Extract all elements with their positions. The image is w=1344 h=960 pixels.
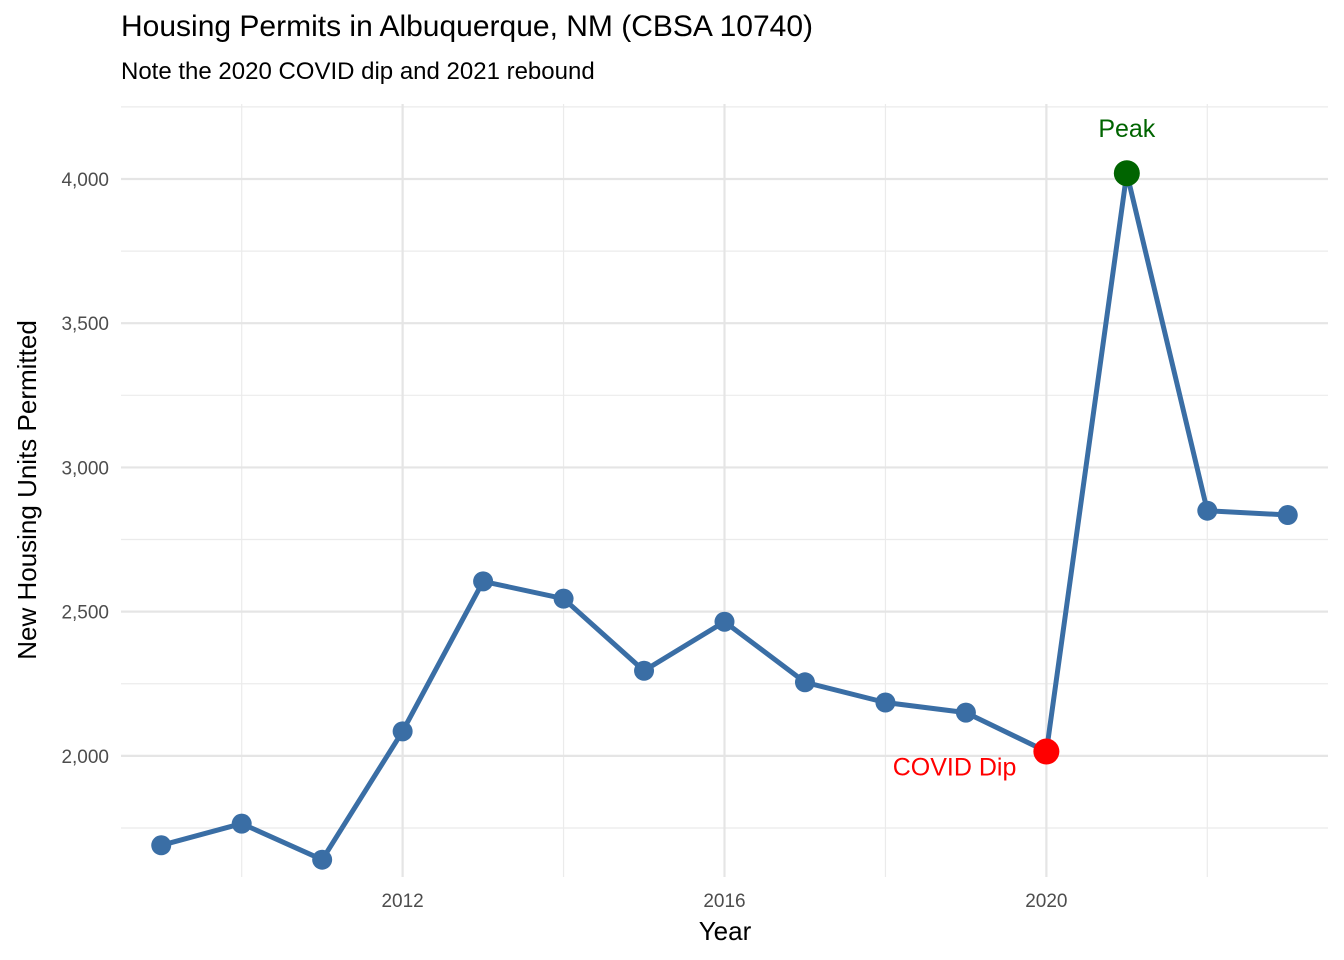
data-point	[634, 660, 655, 681]
covid-dip-point	[1033, 738, 1060, 765]
data-point	[955, 702, 976, 723]
chart-title: Housing Permits in Albuquerque, NM (CBSA…	[121, 10, 814, 43]
x-axis-ticks: 2012 2016 2020	[381, 891, 1067, 912]
data-point	[794, 672, 815, 693]
data-point	[312, 849, 333, 870]
y-tick-label: 2,500	[61, 603, 109, 624]
grid-major	[121, 104, 1328, 877]
data-point	[1197, 500, 1218, 521]
y-tick-label: 4,000	[61, 170, 109, 191]
y-tick-label: 3,500	[61, 314, 109, 335]
covid-dip-label: COVID Dip	[893, 754, 1017, 782]
y-axis-ticks: 2,000 2,500 3,000 3,500 4,000	[61, 170, 109, 768]
x-tick-label: 2016	[703, 891, 745, 912]
data-point	[714, 611, 735, 632]
highlight-points: COVID Dip Peak	[893, 115, 1156, 781]
data-point	[151, 835, 172, 856]
data-point	[392, 721, 413, 742]
y-tick-label: 2,000	[61, 747, 109, 768]
data-point	[231, 813, 252, 834]
chart-subtitle: Note the 2020 COVID dip and 2021 rebound	[121, 58, 595, 85]
y-axis-title: New Housing Units Permitted	[12, 320, 42, 660]
data-point	[1277, 505, 1298, 526]
x-tick-label: 2020	[1025, 891, 1067, 912]
peak-label: Peak	[1098, 115, 1155, 143]
x-axis-title: Year	[699, 916, 752, 946]
data-point	[553, 588, 574, 609]
data-point	[875, 692, 896, 713]
x-tick-label: 2012	[381, 891, 423, 912]
peak-point	[1113, 160, 1140, 187]
data-point	[473, 571, 494, 592]
y-tick-label: 3,000	[61, 458, 109, 479]
